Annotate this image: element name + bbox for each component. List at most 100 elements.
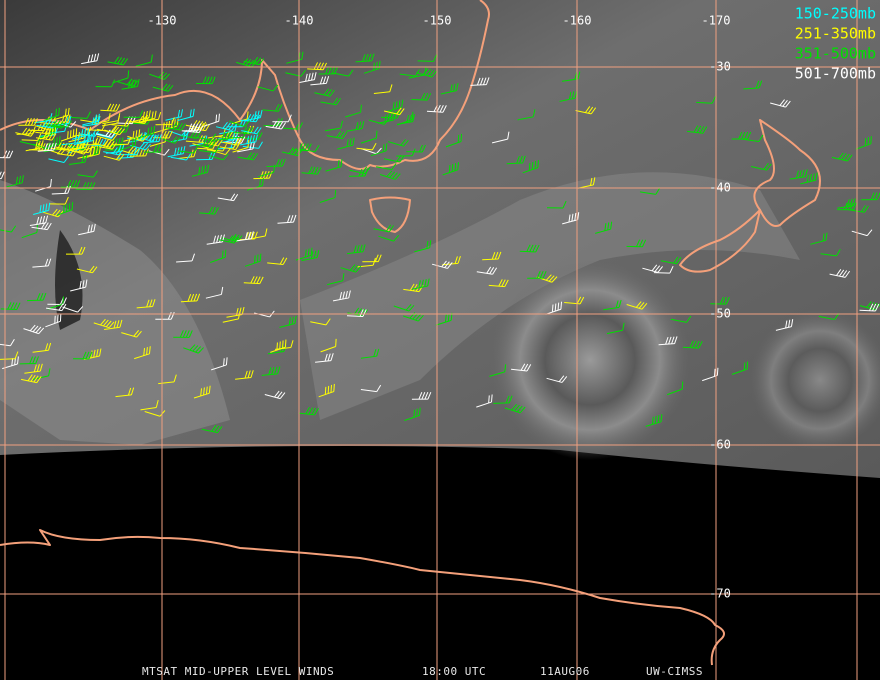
barb-flag [421, 279, 424, 288]
barb-flag [571, 91, 575, 99]
barb-flag [288, 317, 291, 326]
barb-shaft [149, 141, 166, 147]
barb-flag [68, 203, 71, 211]
barb-flag [838, 269, 845, 277]
barb-flag [416, 408, 418, 417]
wind-barb [326, 130, 348, 140]
barb-flag [214, 145, 220, 153]
barb-flag [101, 123, 106, 131]
barb-flag [62, 296, 64, 305]
wind-barb [859, 303, 880, 312]
barb-flag [88, 145, 93, 153]
barb-flag [197, 123, 202, 131]
wind-barb [266, 158, 286, 167]
wind-barb [264, 390, 286, 400]
barb-flag [92, 266, 98, 274]
barb-flag [36, 376, 42, 383]
wind-barb [346, 121, 365, 132]
barb-flag [164, 73, 170, 80]
barb-flag [388, 225, 394, 233]
barb-flag [44, 258, 49, 267]
barb-flag [560, 301, 563, 310]
barb-flag [674, 336, 678, 344]
wind-barb [112, 70, 130, 84]
barb-flag [314, 408, 319, 416]
wind-barb [111, 118, 132, 127]
barb-flag [324, 353, 328, 362]
barb-flag [361, 166, 368, 174]
barb-flag [188, 330, 193, 338]
wind-barb [48, 156, 69, 163]
barb-flag [58, 303, 64, 311]
wind-barb [527, 270, 547, 279]
barb-flag [359, 244, 363, 253]
barb-flag [228, 131, 234, 139]
wind-barb [345, 104, 362, 118]
wind-barb [298, 407, 319, 416]
wind-barb [72, 351, 93, 360]
wind-barb [241, 126, 262, 135]
barb-flag [67, 131, 69, 139]
wind-barb [0, 225, 17, 233]
barb-flag [398, 100, 401, 109]
barb-flag [362, 54, 366, 62]
wind-barb [310, 318, 331, 326]
barb-flag [289, 215, 294, 223]
barb-flag [86, 127, 90, 136]
barb-flag [41, 143, 46, 151]
barb-flag [132, 138, 134, 146]
wind-barb [103, 153, 125, 161]
barb-flag [77, 306, 84, 313]
barb-flag [568, 91, 572, 100]
barb-shaft [743, 138, 760, 143]
wind-barb [70, 279, 88, 292]
barb-flag [90, 224, 93, 233]
barb-flag [190, 293, 195, 302]
barb-flag [806, 174, 809, 183]
barb-shaft [170, 156, 187, 161]
barb-flag [657, 415, 660, 423]
barb-flag [562, 200, 567, 209]
barb-flag [61, 115, 65, 123]
barb-flag [212, 142, 217, 150]
barb-flag [242, 126, 248, 134]
barb-flag [870, 192, 875, 200]
barb-flag [418, 280, 421, 288]
barb-flag [189, 109, 192, 118]
barb-flag [335, 98, 341, 106]
barb-flag [419, 407, 421, 416]
barb-flag [33, 375, 39, 383]
barb-flag [134, 137, 137, 145]
wind-barb [337, 137, 355, 150]
barb-flag [374, 254, 379, 262]
barb-flag [10, 225, 17, 233]
barb-flag [172, 122, 177, 130]
barb-flag [67, 143, 73, 150]
wind-barb [347, 244, 366, 255]
wind-barb [93, 139, 115, 148]
legend-entry: 251-350mb [795, 25, 876, 43]
barb-flag [282, 340, 284, 349]
wind-barb [403, 283, 424, 293]
barb-flag [411, 111, 414, 120]
wind-barb [136, 299, 156, 309]
barb-flag [46, 120, 52, 128]
barb-flag [841, 270, 848, 278]
barb-flag [867, 137, 870, 145]
barb-shaft [373, 91, 390, 94]
barb-flag [529, 244, 534, 252]
barb-flag [94, 114, 97, 123]
barb-flag [93, 223, 96, 232]
wind-barb [181, 123, 202, 132]
barb-flag [722, 296, 727, 305]
wind-barb [301, 166, 322, 175]
barb-shaft [0, 343, 11, 347]
wind-barb [165, 109, 183, 121]
wind-barb [488, 279, 509, 288]
barb-shaft [222, 318, 239, 323]
barb-flag [204, 165, 207, 174]
barb-flag [217, 139, 223, 147]
barb-shaft [818, 315, 835, 321]
barb-flag [246, 136, 250, 144]
barb-flag [384, 114, 387, 122]
